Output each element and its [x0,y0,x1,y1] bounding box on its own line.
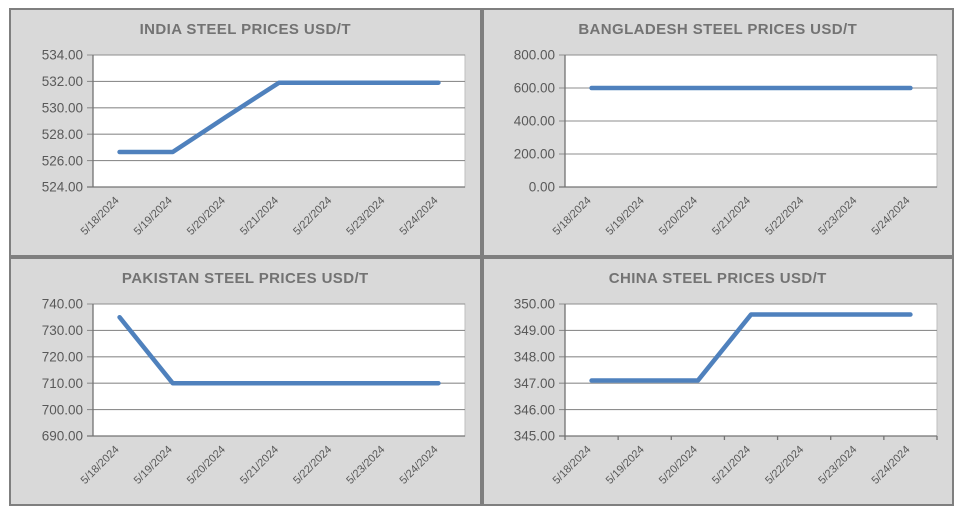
china-chart-canvas: 345.00 346.00 347.00 348.00 349.00 350.00 5/18… [514,297,938,487]
y-tick-label: 800.00 [514,48,555,63]
x-tick-label: 5/19/2024 [131,195,174,238]
x-tick-label: 5/22/2024 [291,444,334,487]
x-tick-label: 5/21/2024 [238,444,281,487]
y-tick-label: 720.00 [41,350,82,365]
bangladesh-chart-canvas: 0.00 200.00 400.00 600.00 800.00 5/18/2024 5/1… [514,48,938,238]
panel-china-steel-prices: CHINA STEEL PRICES USD/T 345.00 346.00 347… [481,257,954,506]
y-tick-label: 740.00 [41,297,82,312]
price-line-series [589,312,913,383]
x-tick-label: 5/21/2024 [710,195,753,238]
x-tick-label: 5/19/2024 [131,444,174,487]
panel-india-steel-prices: INDIA STEEL PRICES USD/T 524.00 526.00 528… [9,8,482,257]
plot-area [564,303,938,437]
x-tick-label: 5/24/2024 [870,195,913,238]
price-line-series [117,314,441,386]
bangladesh-chart-title: BANGLADESH STEEL PRICES USD/T [578,21,858,38]
plot-area [92,54,466,188]
y-tick-label: 532.00 [41,74,82,89]
panel-bangladesh-steel-prices: BANGLADESH STEEL PRICES USD/T 0.00 200.00… [481,8,954,257]
x-tick-label: 5/24/2024 [870,444,913,487]
y-tick-label: 200.00 [514,147,555,162]
x-tick-label: 5/22/2024 [291,195,334,238]
india-chart-canvas: 524.00 526.00 528.00 530.00 532.00 534.00 5/18… [41,48,466,238]
x-tick-label: 5/23/2024 [817,444,860,487]
y-tick-label: 346.00 [514,402,555,417]
x-tick-label: 5/23/2024 [817,195,860,238]
price-line-series [117,80,441,155]
x-tick-label: 5/18/2024 [551,444,594,487]
x-tick-label: 5/21/2024 [238,195,281,238]
y-tick-label: 534.00 [41,48,82,63]
y-tick-label: 690.00 [41,429,82,444]
y-tick-label: 526.00 [41,153,82,168]
x-tick-label: 5/20/2024 [185,444,228,487]
y-tick-label: 349.00 [514,323,555,338]
y-tick-label: 530.00 [41,101,82,116]
pakistan-chart-title: PAKISTAN STEEL PRICES USD/T [121,270,369,287]
x-tick-label: 5/21/2024 [710,444,753,487]
y-tick-label: 345.00 [514,429,555,444]
y-tick-label: 348.00 [514,350,555,365]
x-tick-label: 5/18/2024 [78,195,121,238]
pakistan-chart-canvas: 690.00 700.00 710.00 720.00 730.00 740.00 5/18… [41,297,466,487]
y-tick-label: 524.00 [41,180,82,195]
y-tick-label: 400.00 [514,114,555,129]
x-tick-label: 5/23/2024 [344,195,387,238]
x-tick-label: 5/19/2024 [604,444,647,487]
y-tick-label: 0.00 [529,180,555,195]
y-tick-label: 350.00 [514,297,555,312]
x-tick-label: 5/24/2024 [397,444,440,487]
india-chart-title: INDIA STEEL PRICES USD/T [139,21,351,38]
x-tick-label: 5/22/2024 [763,444,806,487]
x-tick-label: 5/19/2024 [604,195,647,238]
china-chart-title: CHINA STEEL PRICES USD/T [608,270,827,287]
plot-area [92,303,466,437]
panel-pakistan-steel-prices: PAKISTAN STEEL PRICES USD/T 690.00 700.00… [9,257,482,506]
x-tick-label: 5/22/2024 [763,195,806,238]
x-tick-label: 5/20/2024 [185,195,228,238]
x-tick-label: 5/24/2024 [397,195,440,238]
y-tick-label: 730.00 [41,323,82,338]
x-tick-label: 5/18/2024 [78,444,121,487]
x-tick-label: 5/20/2024 [657,444,700,487]
y-tick-label: 600.00 [514,81,555,96]
y-tick-label: 347.00 [514,376,555,391]
x-tick-label: 5/18/2024 [551,195,594,238]
y-tick-label: 710.00 [41,376,82,391]
y-tick-label: 700.00 [41,402,82,417]
x-tick-label: 5/20/2024 [657,195,700,238]
y-tick-label: 528.00 [41,127,82,142]
x-tick-label: 5/23/2024 [344,444,387,487]
